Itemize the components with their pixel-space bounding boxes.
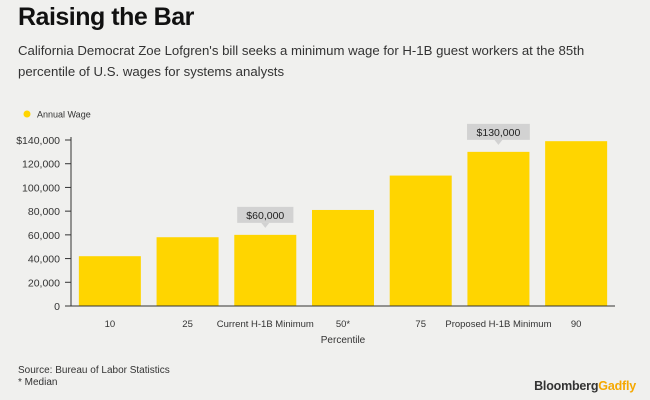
x-tick-label: 10 [105,319,116,330]
x-tick-label: 50* [336,319,351,330]
y-tick-label: 60,000 [28,230,60,242]
y-tick-label: 100,000 [22,182,60,194]
brand-logo: BloombergGadfly [534,379,636,393]
median-note: * Median [18,377,58,388]
annotation-pointer [261,222,270,228]
x-tick-label: Current H-1B Minimum [217,319,314,330]
bar [156,237,219,306]
x-tick-label: 75 [415,319,426,330]
y-tick-label: 120,000 [22,159,60,171]
bar [467,151,530,306]
x-tick-label: Proposed H-1B Minimum [445,319,551,330]
legend-swatch [23,110,31,118]
bar [312,209,374,306]
footer-notes: Source: Bureau of Labor Statistics * Med… [18,365,170,389]
y-tick-label: $140,000 [16,135,60,147]
x-tick-label: 25 [182,319,193,330]
source-note: Source: Bureau of Labor Statistics [18,365,170,376]
chart-title: Raising the Bar [18,3,194,31]
bar [389,175,452,306]
annotation-label: $130,000 [477,127,521,139]
bar [545,141,608,306]
annotation-pointer [494,139,503,145]
legend-label: Annual Wage [37,110,91,120]
y-tick-label: 0 [54,301,60,313]
brand-accent: Gadfly [598,379,636,393]
annotation-box [467,123,530,140]
bar [234,234,297,306]
x-axis-title: Percentile [321,335,366,346]
chart-subtitle: California Democrat Zoe Lofgren's bill s… [18,43,585,79]
x-tick-label: 90 [571,319,582,330]
bar [78,256,141,306]
annotation-box [237,206,294,223]
y-tick-label: 80,000 [28,206,60,218]
y-tick-label: 20,000 [28,277,60,289]
annotation-label: $60,000 [246,210,284,222]
y-tick-label: 40,000 [28,254,60,266]
brand-main: Bloomberg [534,379,599,393]
